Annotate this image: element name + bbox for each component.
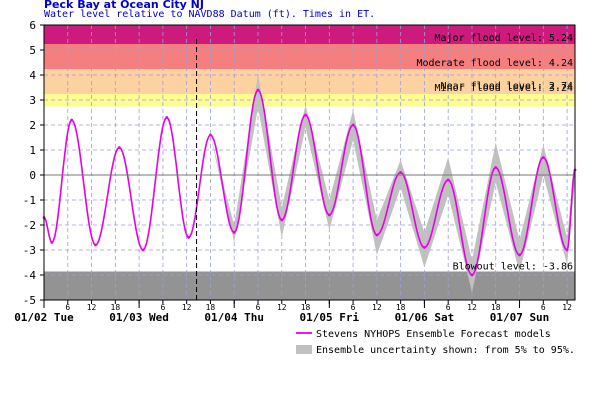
chart-title: Peck Bay at Ocean City NJ bbox=[44, 0, 204, 11]
series-point bbox=[541, 156, 545, 159]
x-day-label: 01/02 Tue bbox=[14, 311, 74, 324]
x-hour-label: 6 bbox=[256, 303, 261, 312]
x-day-label: 01/06 Sat bbox=[395, 311, 455, 324]
plot-frame bbox=[43, 24, 576, 301]
x-day-label: 01/03 Wed bbox=[109, 311, 169, 324]
series-point bbox=[351, 123, 355, 127]
x-hour-label: 12 bbox=[277, 303, 287, 312]
x-hour-label: 12 bbox=[87, 303, 97, 312]
x-hour-label: 6 bbox=[351, 303, 356, 312]
series-point bbox=[117, 146, 121, 149]
flood-bands bbox=[44, 25, 575, 300]
x-day-label: 01/07 Sun bbox=[490, 311, 550, 324]
y-tick-label: -1 bbox=[23, 194, 36, 207]
band-label-blowout: Blowout level: -3.86 bbox=[453, 262, 573, 273]
series-point bbox=[470, 273, 474, 277]
y-tick-label: 6 bbox=[29, 19, 36, 32]
y-tick-label: -2 bbox=[23, 219, 36, 232]
legend: Stevens NYHOPS Ensemble Forecast models E… bbox=[296, 329, 575, 356]
x-hour-label: 12 bbox=[372, 303, 382, 312]
series-point bbox=[187, 236, 191, 239]
series-point bbox=[304, 113, 307, 117]
x-hour-label: 18 bbox=[491, 303, 501, 312]
x-hour-label: 18 bbox=[301, 303, 311, 312]
y-tick-label: 4 bbox=[29, 69, 36, 82]
series-point bbox=[70, 118, 74, 122]
series-point bbox=[446, 178, 450, 182]
series-point bbox=[494, 166, 498, 169]
x-hour-label: 12 bbox=[182, 303, 192, 312]
x-hour-label: 12 bbox=[562, 303, 572, 312]
y-tick-label: -5 bbox=[23, 294, 36, 307]
x-hour-label: 6 bbox=[160, 303, 165, 312]
series-point bbox=[209, 133, 212, 137]
series-point bbox=[565, 248, 569, 252]
series-point bbox=[399, 171, 402, 174]
band-minor bbox=[44, 69, 575, 94]
legend-label-forecast: Stevens NYHOPS Ensemble Forecast models bbox=[316, 329, 551, 340]
series-point bbox=[94, 243, 97, 247]
x-hour-label: 6 bbox=[65, 303, 70, 312]
band-label-minor: Minor flood level: 3.24 bbox=[435, 83, 573, 94]
x-day-label: 01/05 Fri bbox=[300, 311, 360, 324]
plot-border bbox=[43, 24, 576, 301]
x-day-label: 01/04 Thu bbox=[204, 311, 264, 324]
y-tick-label: 0 bbox=[29, 169, 36, 182]
chart-subtitle: Water level relative to NAVD88 Datum (ft… bbox=[44, 9, 376, 20]
y-tick-label: 2 bbox=[29, 119, 36, 132]
flood-level-labels: Major flood level: 5.24 Moderate flood le… bbox=[416, 33, 573, 273]
y-tick-label: 1 bbox=[29, 144, 36, 157]
series-point bbox=[50, 241, 54, 244]
y-tick-label: -3 bbox=[23, 244, 36, 257]
band-major bbox=[44, 25, 575, 44]
legend-label-uncertainty: Ensemble uncertainty shown: from 5% to 9… bbox=[316, 345, 575, 356]
y-axis-ticks: -5 -4 -3 -2 -1 0 1 2 3 4 5 6 bbox=[23, 19, 44, 307]
band-label-major: Major flood level: 5.24 bbox=[435, 33, 573, 44]
x-hour-label: 18 bbox=[396, 303, 406, 312]
x-hour-label: 6 bbox=[446, 303, 451, 312]
series-point bbox=[141, 248, 145, 252]
series-point bbox=[280, 218, 284, 222]
series-point bbox=[423, 246, 426, 249]
series-point bbox=[165, 116, 169, 119]
series-point bbox=[518, 253, 521, 257]
y-tick-label: -4 bbox=[23, 269, 37, 282]
band-moderate bbox=[44, 44, 575, 69]
y-tick-label: 5 bbox=[29, 44, 36, 57]
x-hour-label: 18 bbox=[111, 303, 121, 312]
band-blowout bbox=[44, 271, 575, 300]
x-hour-label: 12 bbox=[467, 303, 477, 312]
x-axis-ticks: 6 12 18 6 12 18 6 12 18 6 12 18 6 12 18 6 12 01/02 Tue 01/… bbox=[14, 300, 572, 324]
series-point bbox=[256, 88, 260, 92]
legend-swatch-uncertainty bbox=[296, 345, 312, 354]
band-label-moderate: Moderate flood level: 4.24 bbox=[416, 58, 573, 69]
band-label-near: Near flood level: 2.74 bbox=[441, 81, 573, 92]
y-tick-label: 3 bbox=[29, 94, 36, 107]
series-point bbox=[327, 213, 331, 217]
band-near bbox=[44, 94, 575, 107]
x-hour-label: 6 bbox=[541, 303, 546, 312]
series-point bbox=[232, 231, 236, 234]
x-hour-label: 18 bbox=[206, 303, 216, 312]
series-point bbox=[375, 233, 379, 237]
